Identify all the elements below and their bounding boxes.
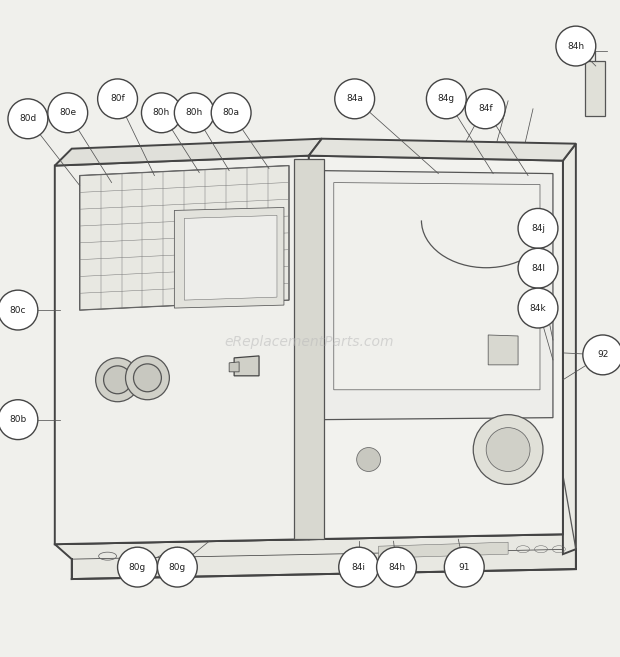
Polygon shape [55,534,576,579]
Polygon shape [80,166,289,310]
Circle shape [174,93,214,133]
Text: 80a: 80a [223,108,240,118]
Text: 80c: 80c [10,306,26,315]
Circle shape [518,208,558,248]
Text: 80f: 80f [110,95,125,103]
Polygon shape [309,139,576,160]
Polygon shape [229,362,239,372]
Polygon shape [309,156,563,539]
Circle shape [356,447,381,472]
Text: 80d: 80d [19,114,37,124]
Text: eReplacementParts.com: eReplacementParts.com [224,334,394,349]
Text: 84k: 84k [529,304,546,313]
Circle shape [583,335,620,375]
Circle shape [133,364,161,392]
Text: 92: 92 [597,350,608,359]
Circle shape [97,79,138,119]
Circle shape [335,79,374,119]
Text: 84h: 84h [388,562,405,572]
Text: 84a: 84a [346,95,363,103]
Circle shape [376,547,417,587]
Text: 80g: 80g [169,562,186,572]
Polygon shape [55,139,322,166]
Text: 80h: 80h [153,108,170,118]
Circle shape [339,547,379,587]
Polygon shape [334,183,540,390]
Polygon shape [294,158,324,539]
Circle shape [0,399,38,440]
Text: 84f: 84f [478,104,492,113]
Circle shape [104,366,131,394]
Polygon shape [585,61,604,116]
Circle shape [48,93,87,133]
Circle shape [486,428,530,472]
Circle shape [118,547,157,587]
Text: 84i: 84i [352,562,366,572]
Circle shape [465,89,505,129]
Circle shape [8,99,48,139]
Polygon shape [55,156,309,544]
Polygon shape [184,215,277,300]
Circle shape [95,358,140,401]
Text: 84l: 84l [531,263,545,273]
Polygon shape [379,542,508,558]
Circle shape [473,415,543,484]
Text: 80e: 80e [59,108,76,118]
Circle shape [518,288,558,328]
Circle shape [0,290,38,330]
Circle shape [518,248,558,288]
Circle shape [445,547,484,587]
Polygon shape [234,356,259,376]
Polygon shape [80,166,289,310]
Text: 80h: 80h [185,108,203,118]
Text: 84g: 84g [438,95,455,103]
Circle shape [427,79,466,119]
Circle shape [556,26,596,66]
Text: 84h: 84h [567,41,585,51]
Polygon shape [174,208,284,308]
Polygon shape [488,335,518,365]
Circle shape [211,93,251,133]
Polygon shape [319,171,553,420]
Circle shape [141,93,181,133]
Text: 80g: 80g [129,562,146,572]
Circle shape [125,356,169,399]
Circle shape [157,547,197,587]
Text: 84j: 84j [531,224,545,233]
Text: 80b: 80b [9,415,27,424]
Text: 91: 91 [459,562,470,572]
Polygon shape [563,144,576,554]
